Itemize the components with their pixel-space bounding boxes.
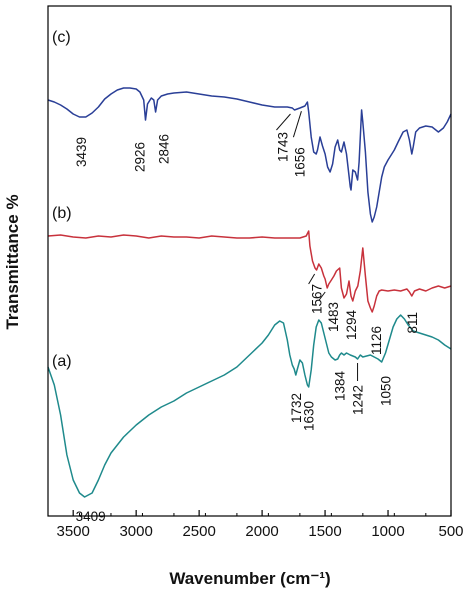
x-axis: 3500 3000 2500 2000 1500 1000 500 (47, 510, 464, 540)
spectrum-line-c (47, 87, 452, 223)
peak-label-1294: 1294 (344, 310, 359, 341)
x-tick-label-3500: 3500 (57, 523, 90, 540)
panel-label-b: (b) (52, 205, 72, 222)
peak-label-1567: 1567 (310, 284, 325, 314)
peak-label-1732: 1732 (289, 393, 304, 423)
peak-arrow-1483 (318, 291, 326, 301)
peak-label-1743: 1743 (275, 132, 290, 162)
peak-label-1483: 1483 (326, 302, 341, 332)
peak-label-1050: 1050 (379, 376, 394, 406)
plot-frame (47, 5, 452, 517)
peak-label-811: 811 (405, 312, 420, 334)
series-layer: (c) (b) (a) (47, 29, 452, 498)
peak-label-1126: 1126 (369, 326, 384, 355)
x-tick-label-3000: 3000 (119, 523, 152, 540)
x-axis-title: Wavenumber (cm⁻¹) (169, 569, 330, 588)
peak-arrow-1567 (308, 273, 316, 285)
peak-label-3439: 3439 (74, 137, 89, 167)
peak-arrow-1743 (276, 113, 291, 131)
peak-label-1656: 1656 (292, 147, 307, 177)
peak-label-1384: 1384 (333, 371, 348, 402)
x-tick-label-2000: 2000 (245, 523, 278, 540)
peak-arrow-1656 (292, 111, 302, 138)
spectrum-line-a (47, 314, 452, 498)
x-tick-label-1000: 1000 (371, 523, 404, 540)
spectrum-line-b (47, 230, 452, 313)
x-tick-label-2500: 2500 (182, 523, 215, 540)
peak-label-1630: 1630 (302, 401, 317, 431)
peak-label-2926: 2926 (132, 142, 147, 172)
panel-label-c: (c) (52, 29, 71, 46)
y-axis-title: Transmittance % (3, 194, 22, 329)
peak-label-2846: 2846 (157, 134, 172, 164)
x-tick-label-1500: 1500 (308, 523, 341, 540)
peak-label-1242: 1242 (351, 385, 366, 415)
panel-label-a: (a) (52, 353, 72, 370)
x-tick-label-500: 500 (438, 523, 463, 540)
